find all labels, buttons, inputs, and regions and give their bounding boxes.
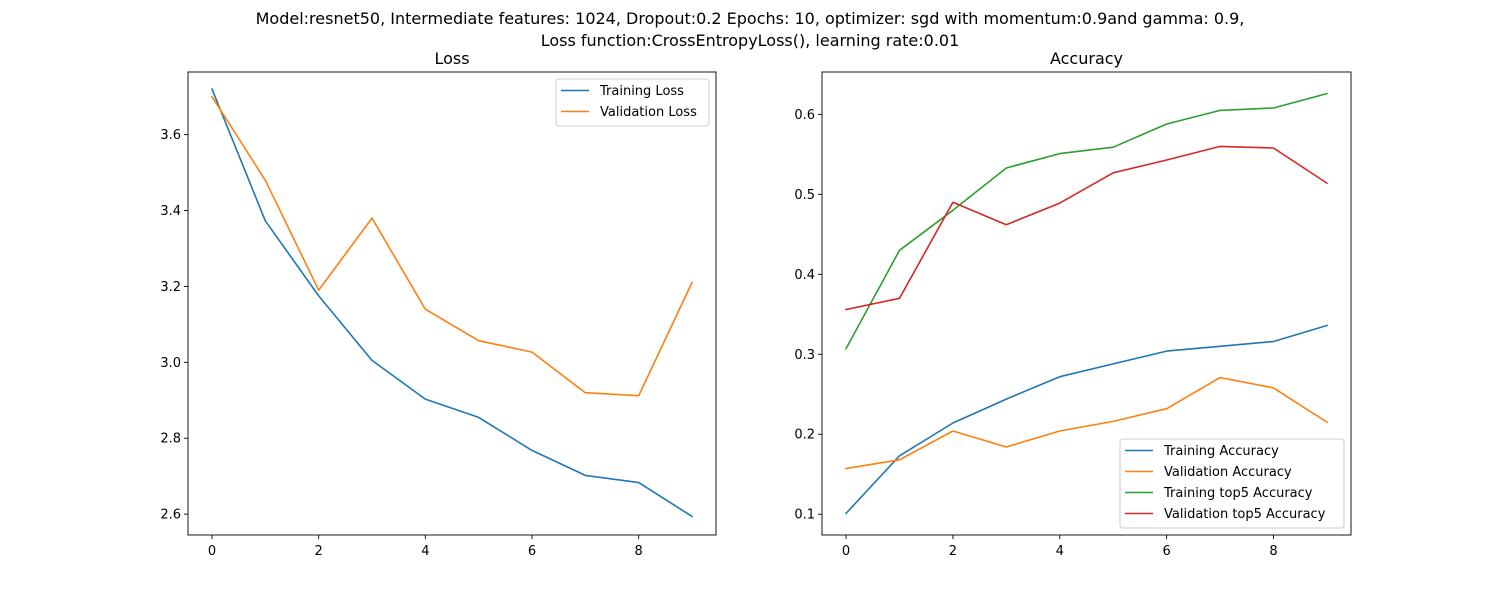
y-tick-label: 2.6 bbox=[160, 508, 181, 523]
legend-label: Validation Accuracy bbox=[1164, 465, 1292, 480]
x-tick-label: 8 bbox=[635, 544, 643, 559]
plot-frame bbox=[821, 71, 1352, 536]
x-tick-label: 8 bbox=[1269, 544, 1277, 559]
figure-title-line-1: Model:resnet50, Intermediate features: 1… bbox=[255, 9, 1245, 28]
x-tick-label: 4 bbox=[421, 544, 429, 559]
series-line-2 bbox=[845, 376, 1329, 470]
series-line-2 bbox=[210, 95, 694, 397]
y-tick-label: 0.2 bbox=[794, 428, 815, 443]
legend-box bbox=[555, 78, 710, 127]
chart-panel-1: Loss 0 2 4 6 8 2.6 2.8 3.0 3.2 3.4 3.6 Training Loss… bbox=[160, 49, 717, 559]
legend-box bbox=[1119, 438, 1345, 529]
y-tick-label: 0.1 bbox=[794, 508, 815, 523]
figure-title-line-2: Loss function:CrossEntropyLoss(), learni… bbox=[540, 31, 960, 50]
y-tick-label: 2.8 bbox=[160, 432, 181, 447]
y-tick-label: 0.5 bbox=[794, 188, 815, 203]
x-tick-label: 4 bbox=[1056, 544, 1064, 559]
x-tick-label: 2 bbox=[315, 544, 323, 559]
series-line-3 bbox=[844, 92, 1328, 350]
x-tick-label: 2 bbox=[949, 544, 957, 559]
series-line-1 bbox=[844, 324, 1328, 515]
legend-label: Training Loss bbox=[599, 84, 684, 99]
x-tick-label: 0 bbox=[208, 544, 216, 559]
y-tick-label: 0.6 bbox=[794, 108, 815, 123]
legend-label: Validation Loss bbox=[600, 105, 697, 120]
chart-panel-2: Accuracy 0 2 4 6 8 0.1 0.2 0.3 0.4 0.5 0.6 Training … bbox=[794, 49, 1352, 559]
y-tick-label: 3.0 bbox=[160, 356, 181, 371]
y-tick-label: 3.2 bbox=[160, 280, 181, 295]
legend: Training Accuracy Validation Accuracy Trai… bbox=[1119, 438, 1345, 529]
x-tick-label: 6 bbox=[1163, 544, 1171, 559]
plot-frame bbox=[187, 71, 717, 536]
y-tick-label: 3.4 bbox=[160, 204, 181, 219]
chart-title: Loss bbox=[434, 49, 469, 68]
legend-label: Training top5 Accuracy bbox=[1163, 486, 1313, 501]
legend-label: Validation top5 Accuracy bbox=[1164, 507, 1326, 522]
y-tick-label: 0.3 bbox=[794, 348, 815, 363]
chart-title: Accuracy bbox=[1050, 49, 1123, 68]
y-tick-label: 0.4 bbox=[794, 268, 815, 283]
x-tick-label: 0 bbox=[842, 544, 850, 559]
series-line-1 bbox=[210, 88, 694, 518]
legend-label: Training Accuracy bbox=[1163, 444, 1279, 459]
y-tick-label: 3.6 bbox=[160, 128, 181, 143]
legend: Training Loss Validation Loss bbox=[555, 78, 710, 127]
figure-title: Model:resnet50, Intermediate features: 1… bbox=[0, 8, 1500, 52]
series-line-4 bbox=[845, 145, 1329, 311]
x-tick-label: 6 bbox=[528, 544, 536, 559]
